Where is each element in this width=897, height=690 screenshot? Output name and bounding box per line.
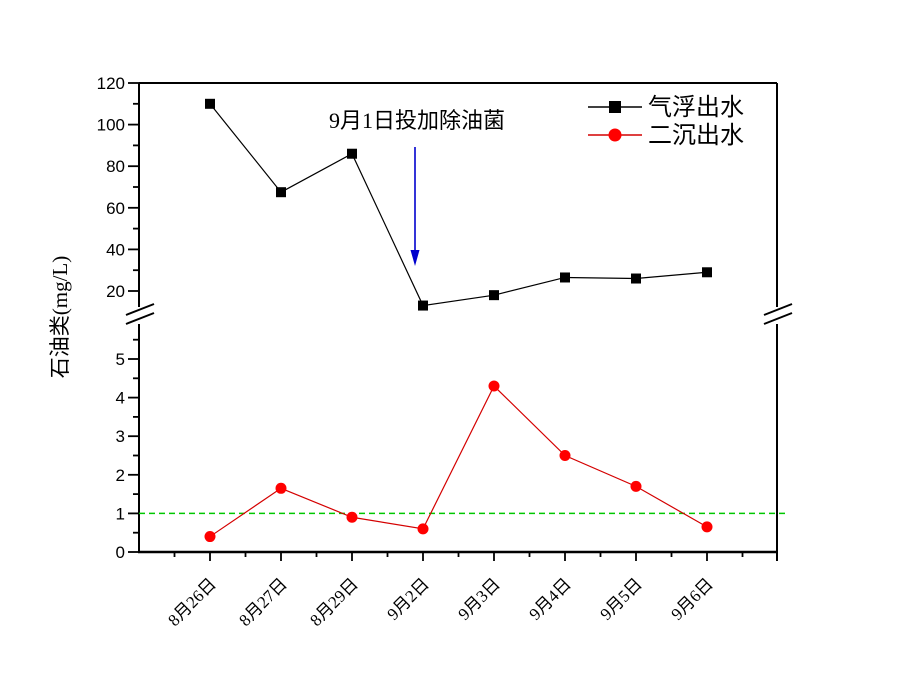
annotation-arrow-head — [410, 250, 420, 266]
data-point — [204, 531, 216, 543]
y-axis-title: 石油类(mg/L) — [48, 256, 72, 378]
y-tick-label: 5 — [116, 350, 125, 369]
legend-label: 二沉出水 — [648, 122, 744, 149]
data-point — [488, 380, 500, 392]
axis-break-gap — [137, 307, 141, 324]
data-point — [560, 272, 570, 283]
y-tick-label: 120 — [97, 74, 125, 93]
axis-break-slash — [125, 312, 155, 325]
y-tick-label: 0 — [116, 543, 125, 562]
axis-break — [763, 303, 793, 325]
data-point — [559, 450, 571, 461]
axis-break-slash — [763, 312, 793, 325]
y-tick-label: 60 — [106, 199, 125, 218]
data-point — [418, 300, 428, 311]
data-point — [630, 480, 642, 492]
y-tick-label: 40 — [106, 240, 125, 259]
series-line — [209, 385, 708, 538]
x-ticks — [173, 552, 744, 561]
axis-break-slash — [763, 303, 793, 316]
data-point — [205, 98, 215, 109]
series-line — [209, 103, 708, 307]
y-tick-label: 2 — [116, 466, 125, 485]
series-气浮出水 — [205, 98, 712, 311]
y-ticks — [128, 82, 139, 553]
data-point — [347, 148, 357, 159]
y-tick-label: 1 — [116, 504, 125, 523]
annotation: 9月1日投加除油菌 — [329, 108, 505, 266]
data-point — [346, 511, 358, 523]
axis-break — [125, 303, 155, 325]
legend-label: 气浮出水 — [648, 94, 744, 121]
annotation-text: 9月1日投加除油菌 — [329, 108, 505, 133]
data-point — [702, 267, 712, 278]
data-point — [631, 273, 641, 284]
legend-marker — [609, 101, 621, 113]
y-tick-labels: 20 40 60 80 100 120 0 1 2 3 4 5 — [97, 74, 125, 562]
axis-break-slash — [125, 303, 155, 316]
axis-break-gap — [775, 307, 779, 324]
legend-item: 气浮出水 — [588, 94, 744, 121]
data-point — [276, 187, 286, 198]
data-point — [701, 521, 713, 533]
legend-marker — [608, 128, 622, 142]
y-tick-label: 20 — [106, 282, 125, 301]
legend-item: 二沉出水 — [588, 122, 744, 149]
data-point — [275, 482, 287, 494]
data-point — [417, 523, 429, 535]
y-tick-label: 4 — [116, 389, 125, 408]
data-point — [489, 290, 499, 301]
y-tick-label: 3 — [116, 427, 125, 446]
y-tick-label: 100 — [97, 116, 125, 135]
series-二沉出水 — [204, 380, 713, 543]
y-tick-label: 80 — [106, 157, 125, 176]
